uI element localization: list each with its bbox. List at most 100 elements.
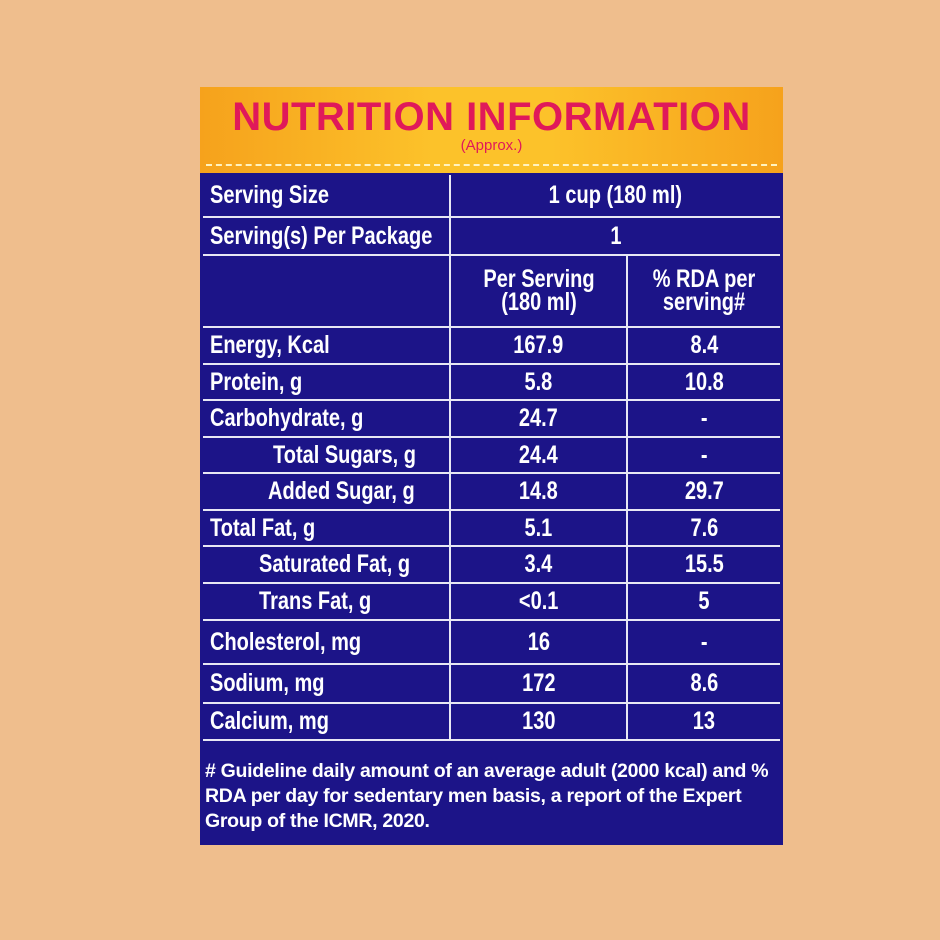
per-serving-value: 16 [527,627,550,656]
rda-value: 8.6 [690,669,718,697]
table-cell: 8.6 [625,663,781,704]
table-cell: <0.1 [449,582,628,621]
nutrient-row: Trans Fat, g <0.1 5 [203,582,781,621]
table-cell: Serving Size [203,175,451,218]
nutrient-name: Sodium, mg [210,669,325,697]
table-cell: - [625,436,781,474]
nutrition-panel: NUTRITION INFORMATION (Approx.) Serving … [200,87,783,845]
nutrient-name: Calcium, mg [210,707,329,735]
nutrient-row: Carbohydrate, g 24.7 - [203,399,781,438]
header-band: NUTRITION INFORMATION (Approx.) [200,87,783,173]
table-cell: 130 [449,702,628,741]
nutrient-name: Trans Fat, g [259,587,372,615]
table-cell: Carbohydrate, g [203,399,451,438]
table-cell: 1 cup (180 ml) [448,175,781,218]
rda-value: 8.4 [690,331,718,359]
per-serving-value: <0.1 [518,587,559,615]
table-cell: 29.7 [625,472,781,511]
nutrient-row: Cholesterol, mg 16 - [203,619,781,665]
nutrient-name: Saturated Fat, g [259,550,411,578]
table-cell: Total Fat, g [203,509,451,547]
nutrient-name: Total Fat, g [210,513,316,542]
nutrient-name: Added Sugar, g [268,477,415,505]
per-serving-value: 3.4 [524,550,553,578]
table-cell: 15.5 [625,545,781,584]
rda-value: 29.7 [684,477,724,505]
table-cell: 7.6 [625,509,781,547]
table-cell: Protein, g [203,363,451,401]
per-serving-value: 24.7 [519,404,558,432]
nutrient-row: Protein, g 5.8 10.8 [203,363,781,401]
table-cell: Sodium, mg [203,663,451,704]
title: NUTRITION INFORMATION [232,95,751,139]
serving-row: Serving(s) Per Package 1 [203,216,781,256]
nutrient-row: Saturated Fat, g 3.4 15.5 [203,545,781,584]
table-cell: Cholesterol, mg [203,619,451,665]
nutrient-row: Calcium, mg 130 13 [203,702,781,741]
nutrient-name: Energy, Kcal [210,331,330,359]
per-serving-value: 5.1 [524,513,553,542]
table-cell: Saturated Fat, g [203,545,451,584]
table-cell: 24.4 [449,436,628,474]
nutrient-name: Protein, g [210,367,303,396]
nutrient-row: Sodium, mg 172 8.6 [203,663,781,704]
row-value: 1 [609,221,622,250]
footnote: # Guideline daily amount of an average a… [205,760,769,832]
table-cell: 16 [449,619,628,665]
rda-value: 13 [692,707,716,735]
per-serving-value: 24.4 [519,440,558,469]
table-cell: Energy, Kcal [203,326,451,365]
table-cell: 14.8 [449,472,628,511]
rda-value: 15.5 [684,550,724,578]
dashed-divider [206,164,777,166]
table-cell: 5.1 [449,509,628,547]
table-cell: Per Serving (180 ml) [449,254,628,328]
table-cell: 5.8 [449,363,628,401]
rda-value: - [700,404,708,432]
per-serving-value: 172 [521,669,556,697]
per-serving-value: 167.9 [513,331,564,359]
per-serving-value: 130 [521,707,556,735]
column-header: % RDA per serving# [652,264,756,316]
rda-value: 10.8 [684,367,724,396]
table-cell: 5 [625,582,781,621]
table-cell: 167.9 [449,326,628,365]
rda-value: 5 [698,587,710,615]
row-value: 1 cup (180 ml) [548,181,683,209]
nutrient-name: Cholesterol, mg [210,627,362,656]
table-cell: 3.4 [449,545,628,584]
table-cell [203,254,451,328]
table-cell: % RDA per serving# [625,254,781,328]
table-cell: 1 [448,216,781,256]
table-cell: 13 [625,702,781,741]
nutrient-row: Total Sugars, g 24.4 - [203,436,781,474]
table-cell: Serving(s) Per Package [203,216,451,256]
rda-value: 7.6 [690,513,718,542]
per-serving-value: 5.8 [524,367,553,396]
rda-value: - [700,440,708,469]
nutrient-row: Total Fat, g 5.1 7.6 [203,509,781,547]
rda-value: - [700,627,708,656]
subtitle: (Approx.) [460,137,523,154]
table-cell: Trans Fat, g [203,582,451,621]
table-cell: Calcium, mg [203,702,451,741]
column-header: Per Serving (180 ml) [482,264,595,316]
column-header-row: Per Serving (180 ml) % RDA per serving# [203,254,781,328]
table-body: Serving Size 1 cup (180 ml) Serving(s) Per… [203,175,781,741]
per-serving-value: 14.8 [519,477,558,505]
table-cell: 24.7 [449,399,628,438]
row-label: Serving Size [210,181,329,209]
serving-row: Serving Size 1 cup (180 ml) [203,175,781,218]
table-cell: 8.4 [625,326,781,365]
table-cell: 10.8 [625,363,781,401]
table-cell: - [625,619,781,665]
row-label: Serving(s) Per Package [210,221,433,250]
table-cell: Added Sugar, g [203,472,451,511]
nutrient-row: Energy, Kcal 167.9 8.4 [203,326,781,365]
nutrition-table: Serving Size 1 cup (180 ml) Serving(s) Per… [203,175,781,741]
nutrient-name: Carbohydrate, g [210,404,364,432]
table-cell: 172 [449,663,628,704]
table-cell: Total Sugars, g [203,436,451,474]
